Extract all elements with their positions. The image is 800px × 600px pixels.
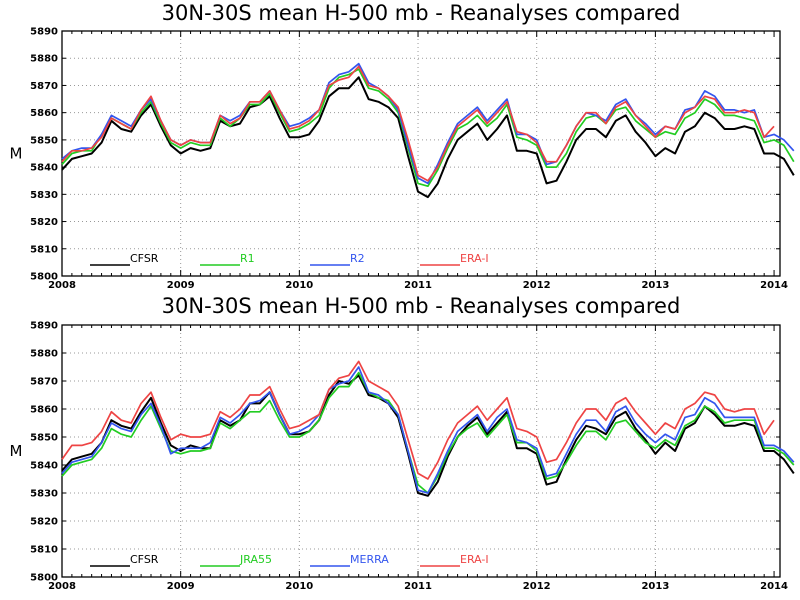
panel1-ytick-label: 5840 — [30, 163, 58, 174]
panel2-ytick-label: 5860 — [30, 405, 58, 416]
panel1-xtick-label: 2008 — [48, 280, 76, 291]
panel2-ytick-label: 5840 — [30, 461, 58, 472]
panel1-frame — [61, 30, 781, 277]
panel1-ytick-label: 5850 — [30, 135, 58, 146]
panel1-ytick-label: 5800 — [30, 272, 58, 283]
panel1-ytick-label: 5870 — [30, 81, 58, 92]
panel1-ytick-label: 5820 — [30, 217, 58, 228]
panel2-xtick-label: 2013 — [641, 581, 669, 592]
panel1-xtick-label: 2011 — [404, 280, 432, 291]
panel1-series-line-r2 — [61, 62, 795, 185]
panel1-legend-label: R1 — [240, 252, 255, 265]
panel1-legend-label: ERA-I — [460, 252, 489, 265]
panel2-ytick-label: 5820 — [30, 517, 58, 528]
panel1-xtick-label: 2010 — [285, 280, 313, 291]
panel1-title: 30N-30S mean H-500 mb - Reanalyses compa… — [162, 1, 681, 25]
panel1-ytick-label: 5860 — [30, 108, 58, 119]
panel1-series-line-cfsr — [61, 76, 795, 199]
panel1-xtick-label: 2013 — [641, 280, 669, 291]
panel2-xtick-label: 2012 — [523, 581, 551, 592]
panel2-legend-label: ERA-I — [460, 553, 489, 566]
panel2-title: 30N-30S mean H-500 mb - Reanalyses compa… — [162, 294, 681, 318]
panel2: 30N-30S mean H-500 mb - Reanalyses compa… — [10, 294, 795, 592]
panel1: 30N-30S mean H-500 mb - Reanalyses compa… — [10, 1, 795, 291]
panel2-legend-label: CFSR — [130, 553, 159, 566]
panel1-legend-label: CFSR — [130, 252, 159, 265]
panel2-series-line-merra — [61, 366, 795, 494]
panel1-xtick-label: 2012 — [523, 280, 551, 291]
panel1-series-line-era-i — [61, 65, 775, 182]
panel2-xtick-label: 2008 — [48, 581, 76, 592]
panel2-ytick-label: 5880 — [30, 349, 58, 360]
panel2-ytick-label: 5870 — [30, 377, 58, 388]
panel2-xtick-label: 2010 — [285, 581, 313, 592]
panel1-series-line-r1 — [61, 68, 795, 188]
panel1-ytick-label: 5890 — [30, 27, 58, 38]
panel2-series-line-era-i — [61, 360, 775, 480]
panel1-xtick-label: 2009 — [167, 280, 195, 291]
panel2-legend-label: MERRA — [350, 553, 389, 566]
panel1-legend-label: R2 — [350, 252, 365, 265]
panel1-ytick-label: 5810 — [30, 244, 58, 255]
panel2-xtick-label: 2014 — [760, 581, 788, 592]
panel1-xtick-label: 2014 — [760, 280, 788, 291]
panel2-ytick-label: 5890 — [30, 321, 58, 332]
panel2-legend-label: JRA55 — [239, 553, 272, 566]
panel2-ytick-label: 5850 — [30, 433, 58, 444]
panel1-ytick-label: 5830 — [30, 190, 58, 201]
panel2-ylabel: M — [10, 442, 23, 460]
panel2-ytick-label: 5830 — [30, 489, 58, 500]
panel1-ylabel: M — [10, 145, 23, 163]
panel2-ytick-label: 5800 — [30, 573, 58, 584]
panel1-ytick-label: 5880 — [30, 54, 58, 65]
panel2-xtick-label: 2011 — [404, 581, 432, 592]
panel2-xtick-label: 2009 — [167, 581, 195, 592]
panel2-ytick-label: 5810 — [30, 545, 58, 556]
panel2-series-line-cfsr — [61, 374, 795, 497]
